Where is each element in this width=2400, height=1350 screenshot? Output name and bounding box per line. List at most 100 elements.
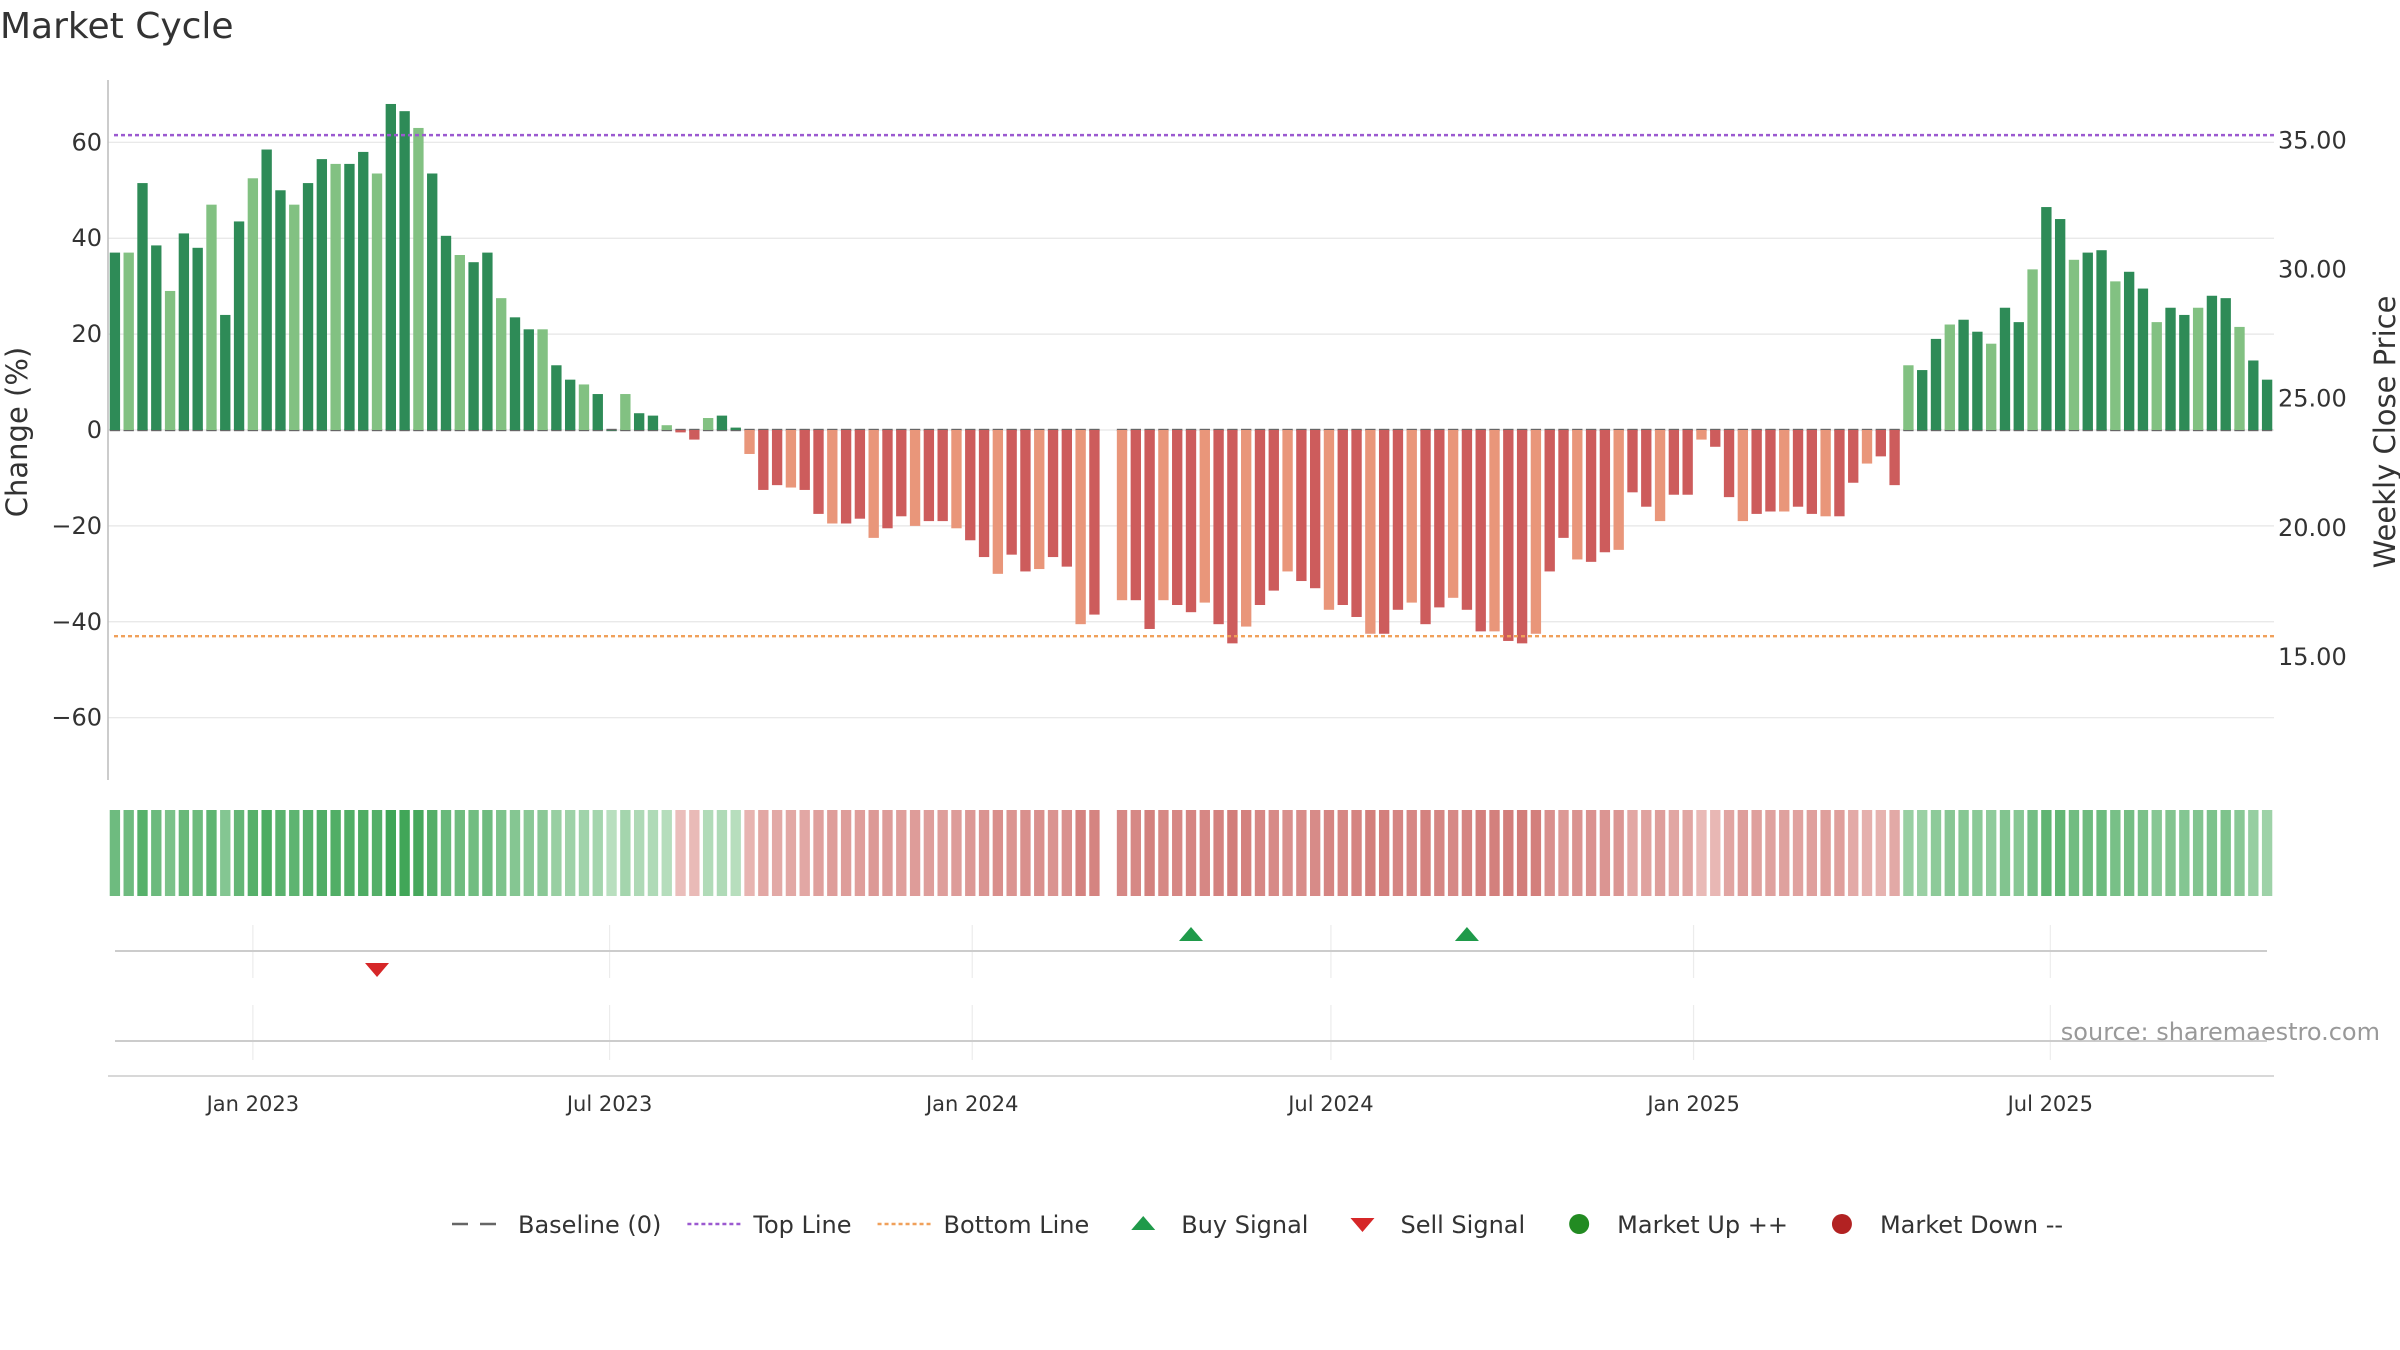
bar-156 (2261, 379, 2273, 430)
heat-cell-70 (1075, 810, 1086, 896)
legend-item-6: Market Down -- (1831, 1211, 2063, 1239)
heat-cell-1 (123, 810, 134, 896)
bar-79 (1199, 430, 1210, 603)
heat-cell-115 (1696, 810, 1707, 896)
bar-20 (385, 103, 396, 431)
x-tick-label-0: Jan 2023 (205, 1092, 300, 1116)
bar-3 (151, 245, 162, 430)
sell-signal-0 (365, 963, 390, 977)
bar-115 (1696, 430, 1707, 440)
heat-cell-35 (592, 810, 603, 896)
heat-cell-117 (1723, 810, 1735, 896)
legend-label-6: Market Down -- (1880, 1211, 2063, 1239)
buy-signal-1 (1454, 927, 1479, 941)
bar-116 (1710, 430, 1721, 447)
heat-cell-21 (399, 810, 410, 896)
legend-item-2: Bottom Line (877, 1211, 1090, 1239)
bar-154 (2234, 326, 2245, 430)
bar-87 (1309, 430, 1321, 589)
heat-cell-0 (109, 810, 121, 896)
heat-cell-40 (661, 810, 672, 896)
heat-cell-140 (2041, 810, 2052, 896)
heat-cell-34 (578, 810, 590, 896)
legend-item-5: Market Up ++ (1569, 1211, 1788, 1239)
heat-cell-137 (1999, 810, 2011, 896)
legend-label-2: Bottom Line (944, 1211, 1090, 1239)
bar-124 (1820, 430, 1831, 517)
heat-cell-81 (1227, 810, 1238, 896)
bar-103 (1530, 430, 1542, 634)
bar-90 (1351, 430, 1362, 617)
legend-swatch-6 (1831, 1214, 1852, 1234)
empty-panel (115, 1005, 2267, 1060)
heat-cell-91 (1365, 810, 1376, 896)
heat-cell-138 (2013, 810, 2024, 896)
bar-102 (1516, 430, 1528, 644)
bar-73 (1116, 430, 1128, 601)
bar-27 (482, 252, 493, 430)
bar-46 (744, 430, 755, 454)
heat-cell-88 (1323, 810, 1335, 896)
heat-cell-144 (2096, 810, 2107, 896)
bar-106 (1572, 430, 1583, 560)
bar-49 (785, 430, 797, 488)
heat-cell-5 (178, 810, 190, 896)
bar-23 (427, 173, 438, 430)
bar-99 (1475, 430, 1486, 632)
heat-cell-123 (1806, 810, 1818, 896)
heat-cell-7 (206, 810, 217, 896)
heat-cell-36 (606, 810, 617, 896)
bar-37 (620, 394, 631, 430)
bar-16 (330, 163, 341, 430)
bar-145 (2110, 281, 2121, 430)
bar-64 (992, 430, 1004, 574)
heat-cell-30 (523, 810, 534, 896)
heat-cell-6 (192, 810, 203, 896)
y-tick-label-2: 20 (71, 320, 102, 348)
y2-tick-label-3: 20.00 (2278, 514, 2347, 542)
bar-122 (1792, 430, 1804, 507)
heat-cell-116 (1710, 810, 1721, 896)
legend-swatch-5 (1569, 1214, 1590, 1234)
bar-153 (2220, 298, 2231, 430)
legend-item-0: Baseline (0) (452, 1211, 661, 1239)
bar-127 (1861, 430, 1873, 464)
legend-item-3: Buy Signal (1131, 1211, 1308, 1239)
heat-cell-32 (551, 810, 562, 896)
legend-label-0: Baseline (0) (518, 1211, 661, 1239)
bar-101 (1503, 430, 1514, 641)
heat-cell-69 (1061, 810, 1073, 896)
heat-cell-122 (1792, 810, 1804, 896)
bar-0 (109, 252, 121, 430)
heat-cell-56 (882, 810, 893, 896)
bar-17 (344, 163, 355, 430)
x-tick-label-1: Jul 2023 (565, 1092, 652, 1116)
heat-cell-29 (509, 810, 521, 896)
bar-83 (1254, 430, 1266, 605)
heat-cell-75 (1144, 810, 1155, 896)
heat-cell-25 (454, 810, 465, 896)
bar-58 (909, 430, 921, 526)
bar-151 (2192, 307, 2204, 430)
heat-cell-57 (896, 810, 907, 896)
bar-21 (399, 111, 410, 431)
heat-cell-131 (1917, 810, 1928, 896)
bar-155 (2248, 360, 2259, 430)
bar-110 (1627, 430, 1638, 493)
heat-cell-112 (1654, 810, 1666, 896)
bar-69 (1061, 430, 1073, 567)
bar-60 (937, 430, 948, 522)
heat-cell-60 (937, 810, 948, 896)
heat-cell-94 (1406, 810, 1417, 896)
y-tick-label-3: 0 (87, 416, 102, 444)
heat-cell-102 (1516, 810, 1528, 896)
bar-131 (1917, 370, 1928, 430)
y-tick-label-1: 40 (71, 224, 102, 252)
heat-cell-58 (909, 810, 921, 896)
heat-cell-50 (799, 810, 810, 896)
bar-53 (840, 430, 852, 524)
bar-14 (302, 183, 314, 430)
heat-cell-2 (137, 810, 148, 896)
bar-48 (771, 430, 783, 486)
